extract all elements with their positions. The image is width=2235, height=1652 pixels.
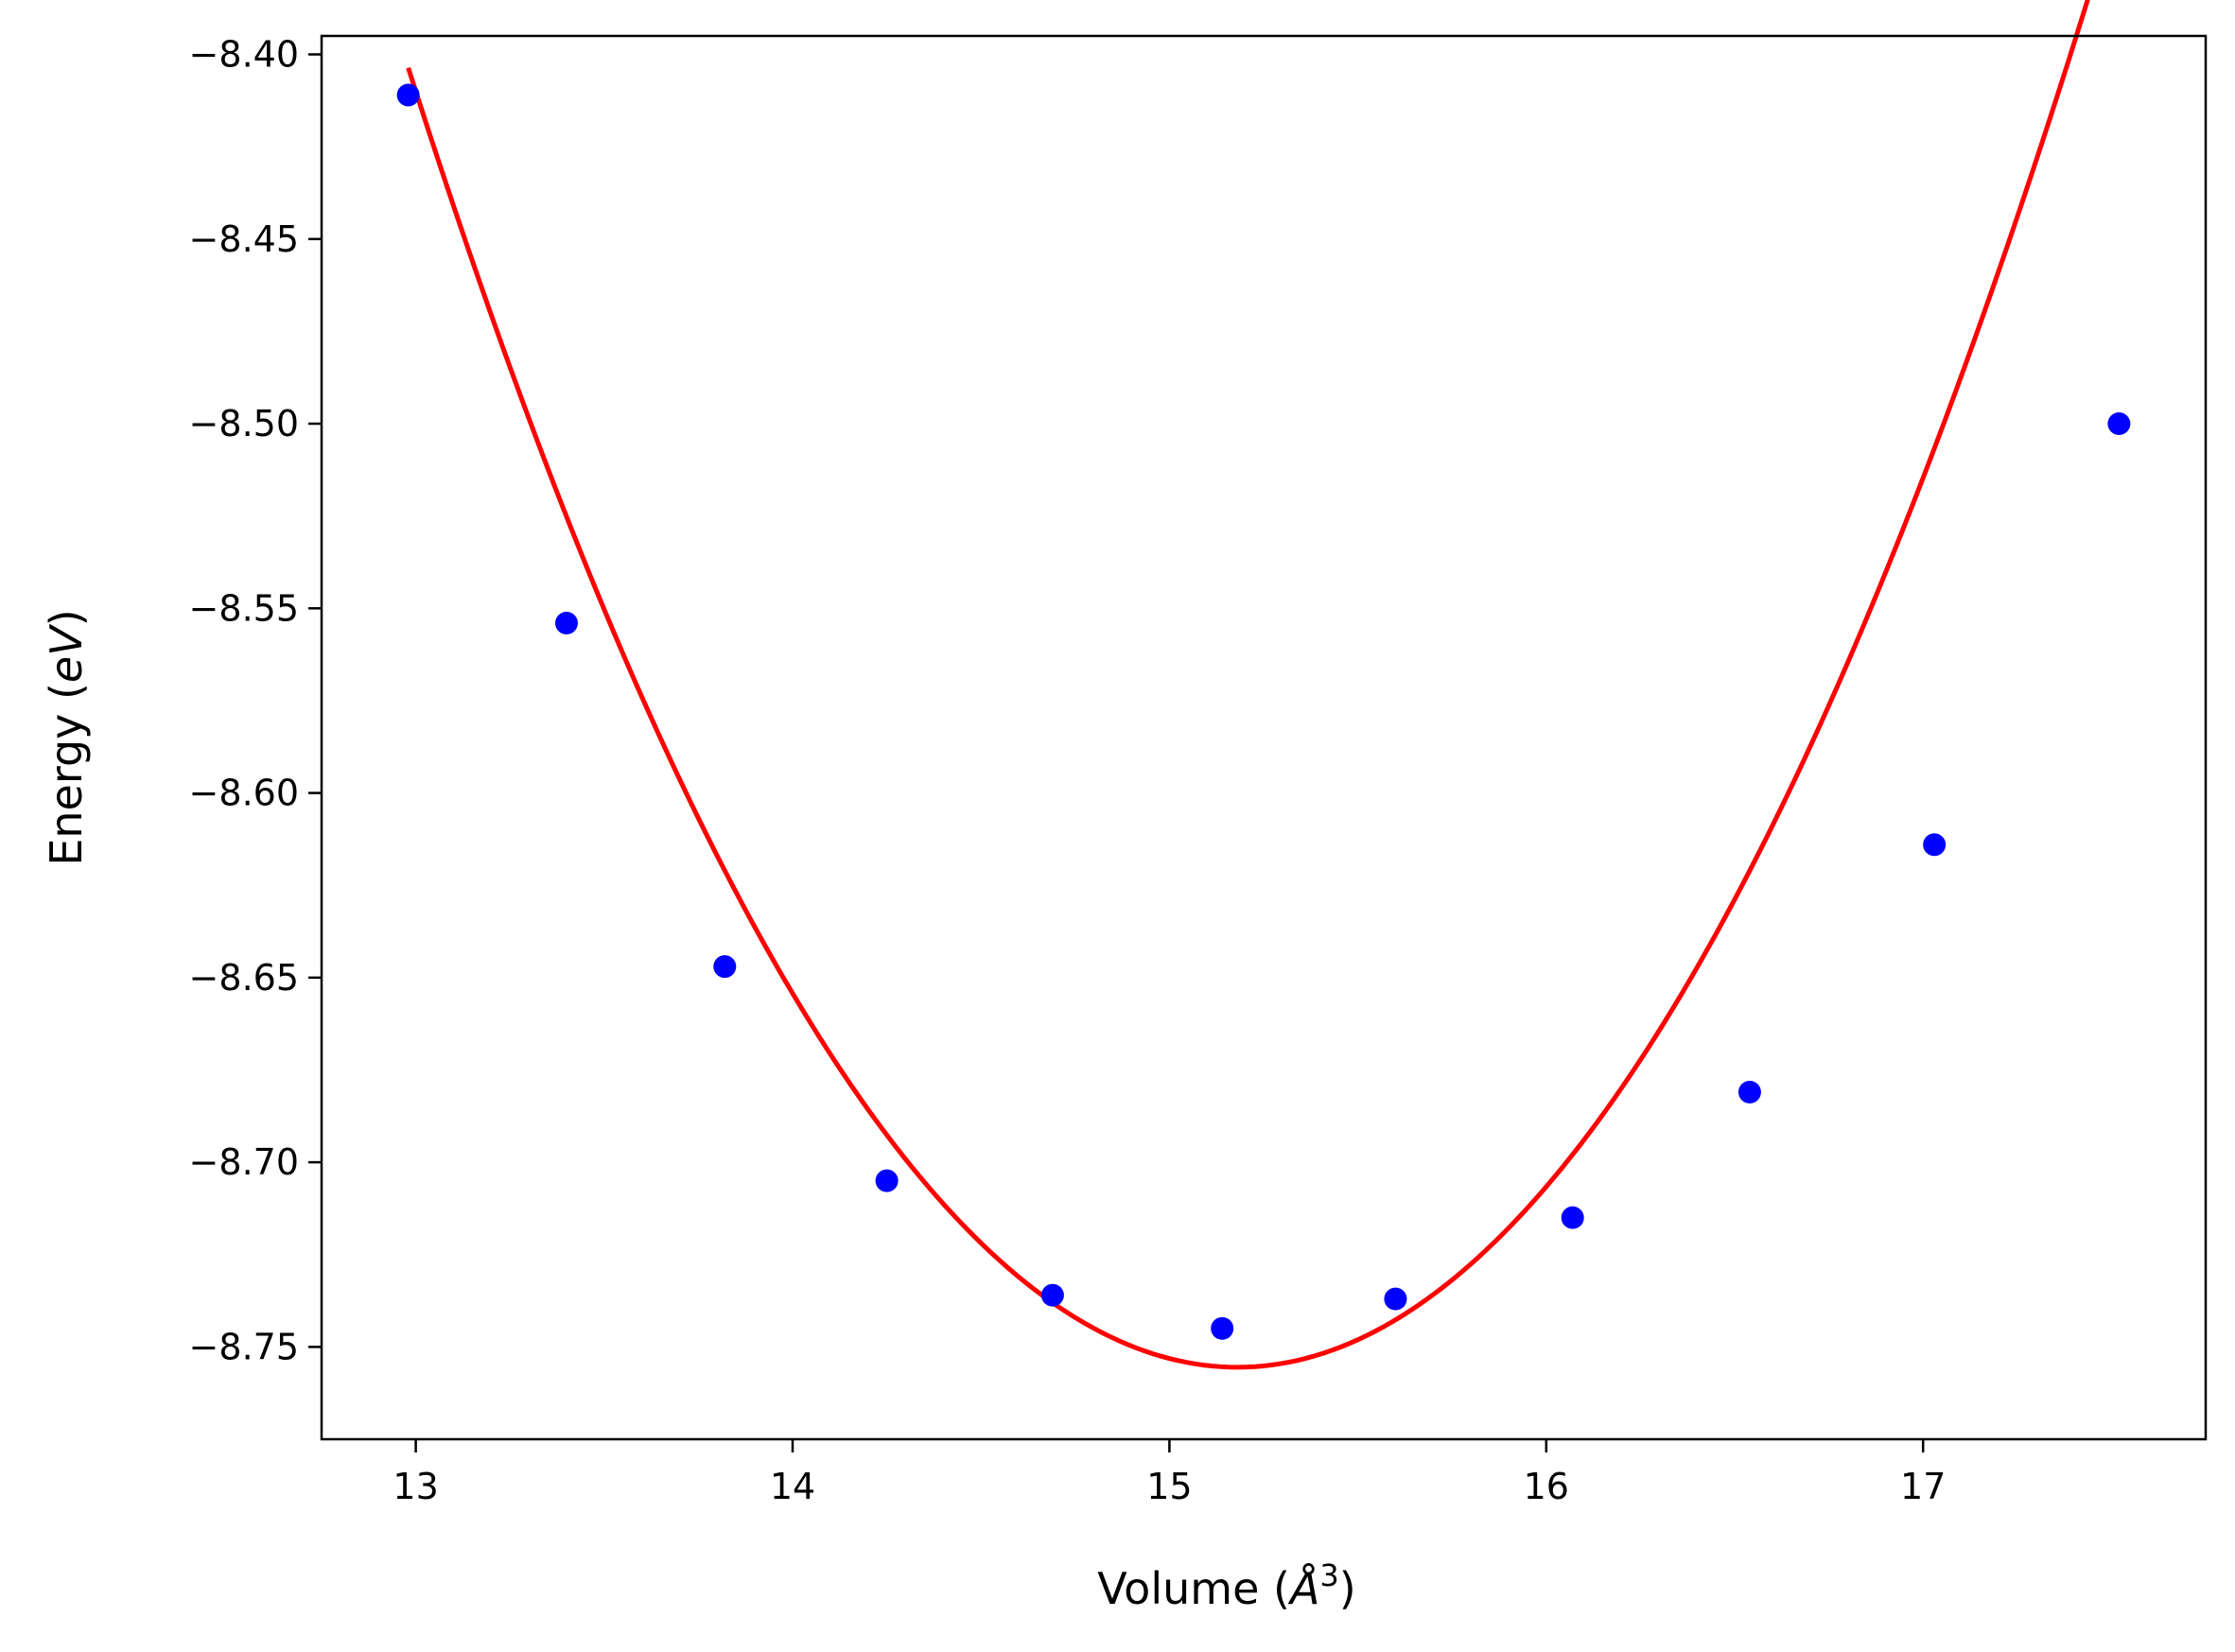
y-axis-label: Energy (eV) <box>41 609 92 865</box>
data-point <box>2107 412 2131 436</box>
plot-frame <box>320 34 2208 1441</box>
y-tick-label: −8.40 <box>189 34 299 76</box>
data-point <box>713 955 737 979</box>
x-axis-ticks: 13 14 15 16 17 <box>393 1439 1946 1507</box>
data-point <box>1737 1080 1761 1104</box>
x-tick-label: 13 <box>393 1466 438 1507</box>
x-tick-label: 15 <box>1146 1466 1192 1507</box>
y-axis-ticks: −8.40 −8.45 −8.50 −8.55 −8.60 −8.65 −8.70 −8.75 <box>189 34 322 1367</box>
y-tick-label: −8.65 <box>189 957 299 999</box>
data-point <box>875 1169 899 1192</box>
data-point <box>1384 1287 1407 1311</box>
x-axis-label: Volume (Å3) <box>1097 1557 1355 1614</box>
fit-curve-line <box>406 0 2090 1370</box>
y-tick-label: −8.70 <box>189 1141 299 1183</box>
data-point <box>1040 1283 1064 1307</box>
data-point <box>554 611 578 635</box>
y-tick-label: −8.45 <box>189 218 299 260</box>
y-tick-label: −8.55 <box>189 587 299 629</box>
data-point <box>1561 1206 1584 1229</box>
data-point <box>1923 833 1947 857</box>
y-tick-label: −8.75 <box>189 1326 299 1367</box>
data-point <box>1211 1316 1234 1340</box>
x-tick-label: 14 <box>770 1466 815 1507</box>
plot-marks <box>396 0 2131 1370</box>
x-tick-label: 17 <box>1900 1466 1946 1507</box>
y-tick-label: −8.60 <box>189 773 299 814</box>
y-tick-label: −8.50 <box>189 403 299 444</box>
x-tick-label: 16 <box>1524 1466 1569 1507</box>
data-point <box>396 83 420 107</box>
